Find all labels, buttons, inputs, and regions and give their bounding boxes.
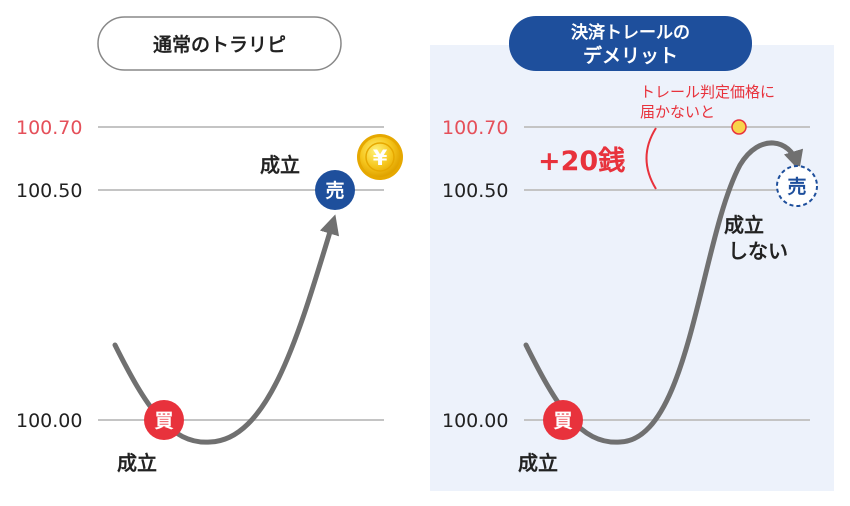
yen-symbol: ¥ <box>373 146 388 170</box>
right-panel-background <box>430 45 834 491</box>
right-price-label-100-50: 100.50 <box>442 180 508 202</box>
left-price-label-100-70: 100.70 <box>16 117 82 139</box>
right-buy-fill-label: 成立 <box>518 451 558 475</box>
right-title-line2: デメリット <box>583 44 678 67</box>
left-panel: 通常のトラリピ 100.70 100.50 100.00 買 成立 売 成立 ¥ <box>16 16 403 475</box>
left-price-label-100-00: 100.00 <box>16 410 82 432</box>
trail-trigger-point <box>731 119 747 135</box>
right-sell-marker-unfilled: 売 <box>776 165 818 207</box>
right-title-badge: 決済トレールの デメリット <box>509 16 752 71</box>
right-buy-marker-label: 買 <box>553 410 572 432</box>
left-buy-marker-label: 買 <box>154 410 173 432</box>
left-title-badge: 通常のトラリピ <box>97 16 342 71</box>
left-buy-marker: 買 <box>144 400 184 440</box>
left-title: 通常のトラリピ <box>153 33 286 56</box>
right-sell-marker-label: 売 <box>787 175 806 198</box>
not-filled-label-line2: しない <box>728 239 788 263</box>
right-price-label-100-70: 100.70 <box>442 117 508 139</box>
right-panel: 決済トレールの デメリット トレール判定価格に 届かないと 100.70 100… <box>430 16 834 491</box>
right-buy-marker: 買 <box>543 400 583 440</box>
left-price-curve <box>112 214 340 445</box>
gain-label: +20銭 <box>538 146 625 177</box>
yen-coin-icon: ¥ <box>357 134 403 180</box>
left-sell-fill-label: 成立 <box>260 153 300 177</box>
left-price-label-100-50: 100.50 <box>16 180 82 202</box>
right-title-line1: 決済トレールの <box>571 22 690 43</box>
trail-note-line1: トレール判定価格に <box>640 83 775 101</box>
gain-bracket <box>645 127 657 190</box>
not-filled-label-line1: 成立 <box>724 213 764 237</box>
trail-note-line2: 届かないと <box>640 103 715 121</box>
left-sell-marker-label: 売 <box>325 179 344 202</box>
left-sell-marker: 売 <box>315 170 355 210</box>
right-price-label-100-00: 100.00 <box>442 410 508 432</box>
left-buy-fill-label: 成立 <box>117 451 157 475</box>
